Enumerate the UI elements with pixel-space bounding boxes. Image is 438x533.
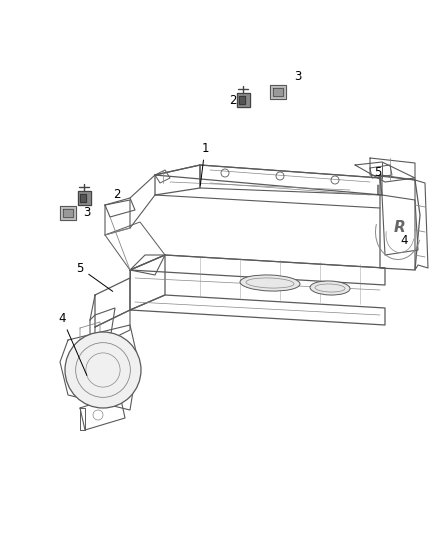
Polygon shape — [78, 191, 91, 205]
Polygon shape — [237, 93, 250, 107]
Polygon shape — [239, 96, 245, 104]
Text: R: R — [394, 221, 406, 236]
Text: 5: 5 — [374, 166, 381, 194]
Polygon shape — [270, 85, 286, 99]
Polygon shape — [80, 194, 86, 202]
Text: 2: 2 — [230, 93, 237, 107]
Text: 4: 4 — [58, 311, 87, 375]
Text: 4: 4 — [400, 233, 407, 246]
Polygon shape — [60, 206, 76, 220]
Text: 1: 1 — [200, 141, 209, 185]
Ellipse shape — [240, 275, 300, 291]
Text: 5: 5 — [76, 262, 113, 292]
Ellipse shape — [310, 281, 350, 295]
Circle shape — [65, 332, 141, 408]
Text: 2: 2 — [113, 189, 120, 201]
Text: 3: 3 — [83, 206, 90, 220]
Polygon shape — [273, 88, 283, 96]
Text: 3: 3 — [294, 70, 301, 84]
Polygon shape — [63, 209, 73, 217]
